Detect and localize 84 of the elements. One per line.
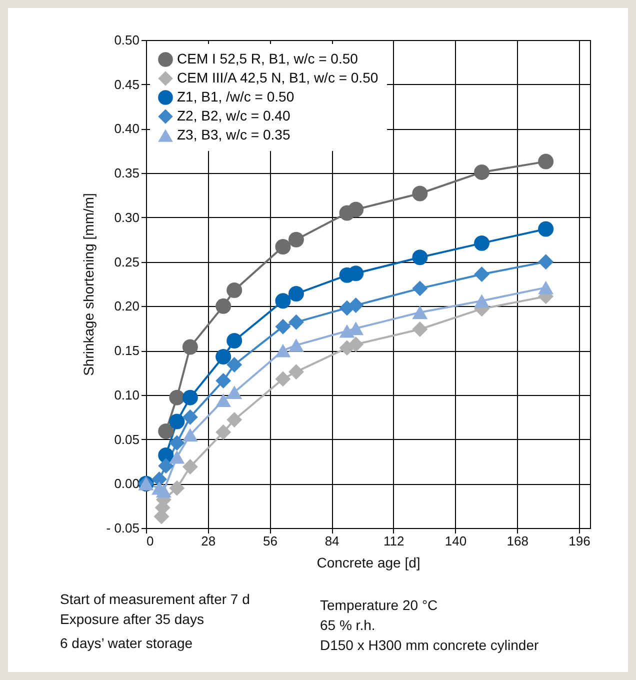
y-tick-label: 0.15	[114, 343, 140, 358]
x-tick-label: 56	[262, 534, 278, 548]
point	[412, 186, 428, 202]
y-tick-label: 0.00	[114, 476, 140, 492]
point	[538, 280, 554, 294]
y-tick-label: 0.05	[114, 432, 140, 447]
point	[348, 298, 364, 314]
text: 6 days’ water storage	[60, 635, 193, 651]
text: Temperature 20 °C	[320, 597, 438, 613]
point	[288, 286, 304, 302]
point	[216, 424, 232, 440]
point	[474, 164, 490, 180]
legend-label: CEM I 52,5 R, B1, w/c = 0.50	[177, 50, 358, 66]
text: D150 x H300 mm concrete cylinder	[320, 637, 539, 653]
point	[275, 344, 291, 358]
point	[182, 428, 198, 442]
point	[412, 322, 428, 337]
y-tick-label: 0.30	[114, 210, 140, 225]
point	[158, 458, 174, 474]
point	[182, 459, 198, 475]
x-tick-label: 196	[568, 534, 590, 548]
y-tick-label: - 0.05	[106, 520, 140, 536]
x-tick-label: 0	[146, 534, 154, 548]
legend-label: Z2, B2, w/c = 0.40	[177, 108, 290, 124]
y-tick-label: 0.45	[114, 76, 140, 92]
point	[156, 484, 172, 498]
x-tick-label: 112	[384, 534, 404, 548]
point	[226, 282, 242, 298]
point	[348, 202, 364, 218]
point	[538, 221, 554, 237]
point	[412, 306, 428, 320]
text: 65 % r.h.	[320, 617, 376, 633]
point	[226, 386, 242, 399]
point	[288, 232, 304, 248]
point	[226, 333, 242, 349]
text: Exposure after 35 days	[60, 611, 204, 627]
point	[474, 294, 490, 308]
point	[288, 338, 304, 352]
y-tick-label: 0.50	[114, 32, 140, 48]
point	[169, 390, 185, 406]
y-tick-label: 0.40	[114, 121, 140, 136]
point	[169, 480, 185, 496]
x-tick-label: 28	[201, 534, 216, 548]
x-tick-label: 168	[506, 534, 528, 548]
point	[538, 154, 554, 170]
point	[538, 254, 554, 270]
point	[216, 394, 232, 407]
text: Start of measurement after 7 d	[60, 591, 250, 607]
point	[412, 250, 428, 266]
point	[182, 339, 198, 355]
point	[348, 336, 364, 352]
point	[169, 414, 185, 430]
point	[275, 239, 291, 254]
point	[169, 435, 185, 451]
point	[182, 409, 198, 425]
point	[182, 390, 198, 406]
point	[288, 314, 304, 330]
point	[216, 349, 232, 364]
point	[226, 412, 242, 428]
legend-label: Z3, B3, w/c = 0.35	[177, 126, 290, 142]
point	[169, 450, 185, 464]
point	[158, 424, 174, 440]
x-axis-title: Concrete age [d]	[316, 554, 420, 570]
point	[412, 280, 428, 296]
point	[474, 266, 490, 282]
point	[275, 371, 291, 387]
x-tick-label: 140	[444, 534, 467, 548]
point	[275, 318, 291, 334]
point	[288, 364, 304, 380]
point	[216, 372, 232, 388]
y-tick-label: 0.25	[114, 254, 140, 270]
x-tick-label: 84	[324, 534, 340, 548]
legend-label: Z1, B1, /w/c = 0.50	[177, 88, 294, 104]
point	[152, 471, 167, 487]
legend-label: CEM III/A 42,5 N, B1, w/c = 0.50	[177, 70, 378, 86]
point	[226, 356, 242, 372]
y-axis-title: Shrinkage shortening [mm/m]	[80, 193, 96, 376]
y-tick-label: 0.20	[114, 298, 140, 314]
point	[348, 266, 364, 282]
point	[275, 293, 291, 309]
point	[474, 235, 490, 251]
point	[216, 298, 232, 314]
y-tick-label: 0.35	[114, 166, 140, 181]
y-tick-label: 0.10	[114, 387, 140, 402]
